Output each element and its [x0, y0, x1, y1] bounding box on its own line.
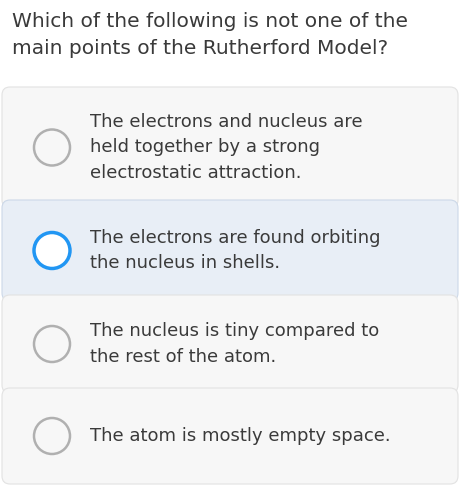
FancyBboxPatch shape	[2, 295, 457, 393]
Text: The electrons are found orbiting
the nucleus in shells.: The electrons are found orbiting the nuc…	[90, 229, 380, 272]
FancyBboxPatch shape	[2, 388, 457, 484]
Text: The electrons and nucleus are
held together by a strong
electrostatic attraction: The electrons and nucleus are held toget…	[90, 113, 362, 182]
Text: The atom is mostly empty space.: The atom is mostly empty space.	[90, 427, 390, 445]
Text: Which of the following is not one of the
main points of the Rutherford Model?: Which of the following is not one of the…	[12, 12, 407, 58]
FancyBboxPatch shape	[2, 200, 457, 301]
Circle shape	[34, 418, 70, 454]
FancyBboxPatch shape	[2, 87, 457, 208]
Text: The nucleus is tiny compared to
the rest of the atom.: The nucleus is tiny compared to the rest…	[90, 322, 378, 366]
Circle shape	[34, 130, 70, 166]
Circle shape	[34, 233, 70, 269]
Circle shape	[34, 326, 70, 362]
